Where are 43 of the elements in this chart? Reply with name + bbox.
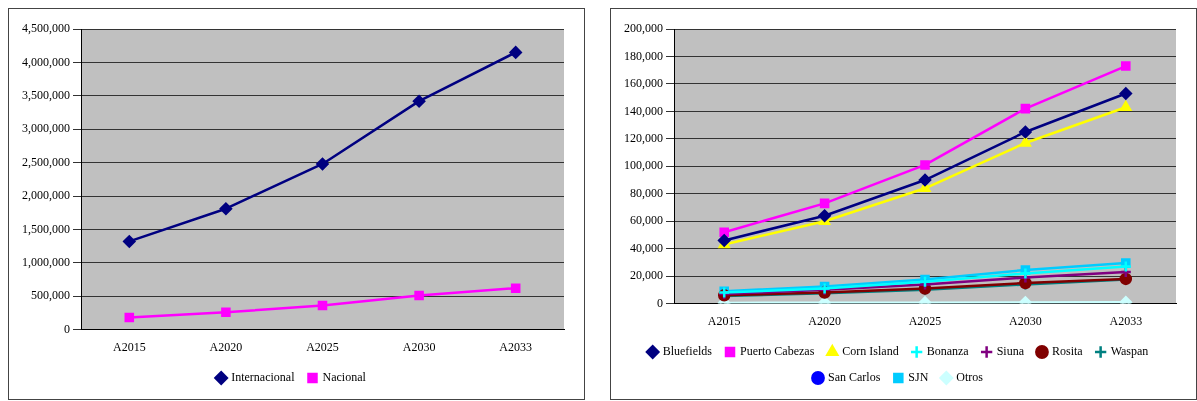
y-tick-label: 4,000,000 [22,54,70,69]
y-tick-label: 100,000 [624,158,663,173]
y-tick-label: 160,000 [624,76,663,91]
legend-label: Rosita [1051,344,1084,359]
x-tick-label: A2025 [908,313,942,328]
x-tick-label: A2020 [808,313,841,328]
y-tick-label: 2,000,000 [22,188,70,203]
y-tick-label: 4,500,000 [22,21,70,36]
legend-label: Nacional [322,370,367,385]
legend-label: San Carlos [828,370,881,385]
x-tick-label: A2020 [209,339,243,354]
x-tick-label: A2030 [1009,313,1042,328]
y-tick-label: 0 [64,321,70,336]
y-tick-label: 500,000 [31,288,70,303]
y-tick-label: 80,000 [630,185,663,200]
legend-label: Bluefields [662,344,713,359]
y-tick-label: 0 [657,295,663,310]
x-tick-label: A2015 [112,339,146,354]
x-tick-label: A2025 [306,339,339,354]
legend-label: Puerto Cabezas [740,344,815,359]
y-tick-label: 1,000,000 [22,254,70,269]
legend-label: Corn Island [842,344,899,359]
legend-label: Bonanza [926,344,970,359]
y-tick-label: 40,000 [630,240,663,255]
x-tick-label: A2015 [707,313,741,328]
y-tick-label: 2,500,000 [22,154,70,169]
x-tick-label: A2030 [402,339,436,354]
y-tick-label: 140,000 [624,103,663,118]
legend-label: SJN [908,370,929,385]
y-tick-label: 180,000 [624,48,663,63]
x-tick-label: A2033 [499,339,533,354]
legend-label: Waspan [1110,344,1149,359]
y-tick-label: 3,000,000 [22,121,70,136]
legend-label: Internacional [231,370,296,385]
legend-label: Otros [956,370,984,385]
y-tick-label: 3,500,000 [22,87,70,102]
x-tick-label: A2033 [1109,313,1143,328]
y-tick-label: 20,000 [630,268,663,283]
legend-label: Siuna [996,344,1025,359]
y-tick-label: 60,000 [630,213,663,228]
y-tick-label: 120,000 [624,131,663,145]
y-tick-label: 1,500,000 [22,221,70,236]
y-tick-label: 200,000 [624,21,663,36]
